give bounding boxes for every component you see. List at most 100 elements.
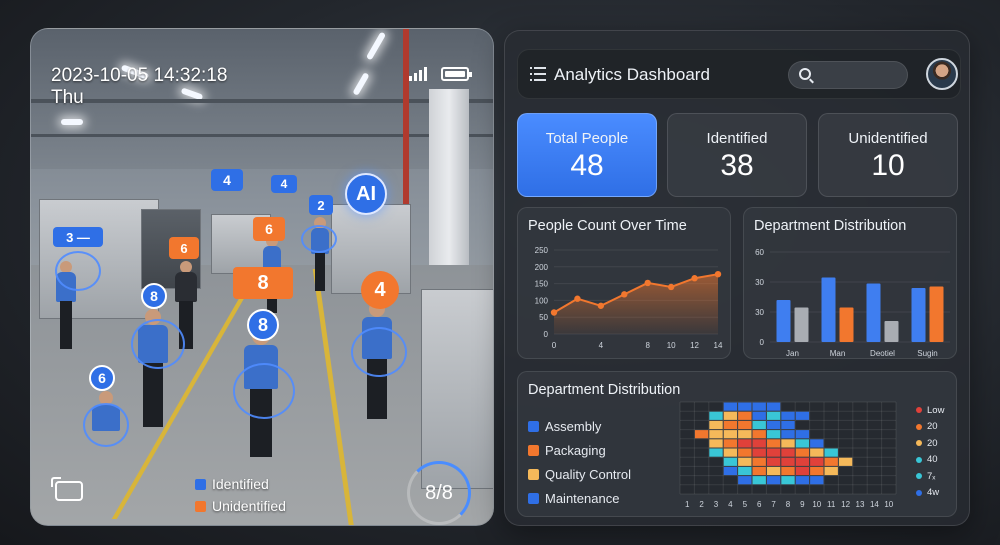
- person-tag[interactable]: 4: [211, 169, 243, 191]
- bar: [929, 286, 944, 342]
- heatmap-cell: [795, 466, 810, 476]
- line-point: [597, 302, 605, 309]
- department-legend: Assembly Packaging Quality Control Maint…: [528, 414, 631, 510]
- scale-label: 20: [927, 437, 938, 449]
- heatmap-cell: [709, 420, 723, 430]
- heatmap-cell: [738, 420, 752, 430]
- heatmap-cell: [810, 439, 824, 448]
- x-tick-label: 0: [552, 341, 557, 350]
- scale-label: 20: [927, 421, 938, 433]
- person-tag[interactable]: 6: [89, 365, 115, 391]
- heatmap-cell: [781, 448, 795, 457]
- scale-label: 4w: [927, 487, 940, 499]
- scale-label: 7ₓ: [927, 470, 936, 482]
- camera-legend: Identified Unidentified: [195, 473, 286, 517]
- person-tag[interactable]: 6: [253, 217, 285, 241]
- legend-maintenance: Maintenance: [545, 490, 620, 506]
- legend-item: Assembly: [528, 414, 631, 438]
- heatmap-cell: [723, 448, 738, 457]
- heatmap-cell: [766, 411, 781, 420]
- person-tag[interactable]: 4: [361, 271, 399, 309]
- bar-chart-card[interactable]: Department Distribution 0 30 30 60 Jan Man Deo…: [743, 207, 957, 359]
- heatmap-cell: [738, 430, 752, 439]
- heatmap-cell: [781, 457, 795, 466]
- heatmap-cell: [781, 411, 795, 420]
- heatmap-cell: [766, 402, 781, 411]
- y-tick-label: 250: [535, 246, 549, 255]
- x-tick-label: 4: [599, 341, 604, 350]
- heatmap-cell: [723, 430, 738, 439]
- heatmap-cell: [752, 430, 766, 439]
- bar: [794, 307, 809, 342]
- heatmap-cell: [709, 448, 723, 457]
- heatmap-cell: [752, 448, 766, 457]
- line-point: [667, 283, 675, 291]
- line-chart-title: People Count Over Time: [528, 218, 687, 234]
- heatmap-cell: [766, 430, 781, 439]
- x-tick-label: 6: [757, 500, 762, 509]
- person-tag[interactable]: 4: [271, 175, 297, 193]
- stat-card-identified[interactable]: Identified 38: [667, 113, 807, 197]
- bar: [884, 321, 899, 342]
- stat-card-total[interactable]: Total People 48: [517, 113, 657, 197]
- heatmap-cell: [738, 466, 752, 476]
- heatmap-cell: [709, 411, 723, 420]
- scale-item: 4w: [916, 485, 944, 502]
- pipe: [31, 99, 493, 103]
- line-point: [621, 291, 628, 298]
- x-tick-label: 8: [645, 341, 650, 350]
- camera-feed[interactable]: 3 — 4 4 2 6 6 8 8 8 6 4 AI 2023-10-05 14…: [30, 28, 494, 526]
- person-tag[interactable]: 8: [247, 309, 279, 341]
- search-input[interactable]: [788, 61, 908, 89]
- heatmap-cell: [766, 466, 781, 476]
- heatmap-card[interactable]: Department Distribution Assembly Packagi…: [517, 371, 957, 517]
- person-tag[interactable]: 8: [141, 283, 167, 309]
- heatmap-cell: [723, 420, 738, 430]
- x-tick-label: 12: [690, 341, 699, 350]
- x-tick-label: 13: [856, 500, 865, 509]
- heatmap-cell: [738, 411, 752, 420]
- legend-item: Quality Control: [528, 462, 631, 486]
- rotate-icon[interactable]: [51, 477, 83, 501]
- pipe: [31, 134, 493, 137]
- heatmap-cell: [766, 457, 781, 466]
- y-tick-label: 60: [755, 248, 764, 257]
- heatmap-cell: [810, 457, 824, 466]
- bar: [821, 277, 836, 342]
- bar: [866, 283, 881, 342]
- heatmap-cell: [752, 402, 766, 411]
- ceiling-light: [61, 119, 83, 125]
- legend-identified: Identified: [212, 476, 269, 492]
- heatmap-cell: [738, 448, 752, 457]
- camera-timestamp: 2023-10-05 14:32:18 Thu: [51, 65, 227, 109]
- x-tick-label: Sugin: [917, 349, 937, 358]
- person-tag[interactable]: 2: [309, 195, 333, 215]
- heatmap-cell: [781, 430, 795, 439]
- stat-value: 38: [720, 149, 754, 182]
- line-area: [554, 274, 718, 334]
- heatmap-cell: [752, 476, 766, 485]
- y-tick-label: 0: [760, 338, 765, 347]
- stat-card-unidentified[interactable]: Unidentified 10: [818, 113, 958, 197]
- heatmap-cell: [795, 448, 810, 457]
- line-chart-card[interactable]: People Count Over Time 0 50 100 150 200 250 0 4…: [517, 207, 731, 359]
- x-tick-label: 10: [812, 500, 821, 509]
- person-tag[interactable]: 3 —: [53, 227, 103, 247]
- x-tick-label: 9: [800, 500, 805, 509]
- x-tick-label: Man: [830, 349, 846, 358]
- tracking-ring: [131, 319, 185, 369]
- menu-icon[interactable]: [530, 67, 546, 81]
- x-tick-label: 10: [884, 500, 893, 509]
- legend-quality-control: Quality Control: [545, 466, 631, 482]
- heatmap-cell: [723, 466, 738, 476]
- person-tag[interactable]: 8: [233, 267, 293, 299]
- tracking-ring: [55, 251, 101, 291]
- tracking-ring: [351, 327, 407, 377]
- avatar[interactable]: [926, 58, 958, 90]
- ai-badge[interactable]: AI: [345, 173, 387, 215]
- heatmap-cell: [752, 411, 766, 420]
- scale-item: 20: [916, 435, 944, 452]
- heatmap-cell: [752, 457, 766, 466]
- person-tag[interactable]: 6: [169, 237, 199, 259]
- y-tick-label: 100: [535, 296, 549, 305]
